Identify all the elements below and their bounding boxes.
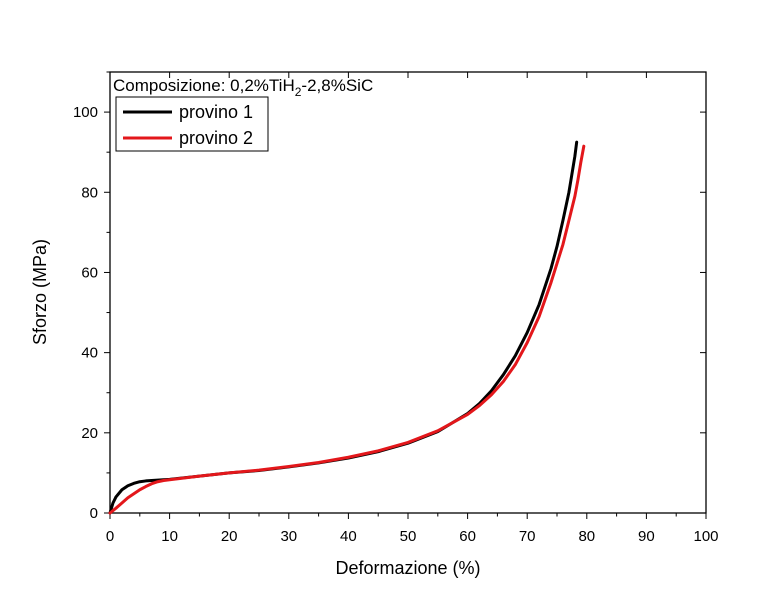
composition-prefix: Composizione: 0,2%TiH	[113, 76, 295, 95]
y-tick-label: 0	[90, 505, 98, 522]
composition-annotation: Composizione: 0,2%TiH2-2,8%SiC	[113, 76, 373, 99]
x-tick-label: 0	[106, 528, 114, 545]
composition-suffix: -2,8%SiC	[301, 76, 373, 95]
x-tick-label: 30	[280, 528, 297, 545]
y-tick-label: 20	[81, 425, 98, 442]
legend-label-provino-1: provino 1	[179, 102, 253, 122]
legend-label-provino-2: provino 2	[179, 128, 253, 148]
y-tick-label: 80	[81, 184, 98, 201]
x-tick-label: 50	[400, 528, 417, 545]
composition-subscript: 2	[295, 85, 302, 99]
x-tick-label: 20	[221, 528, 238, 545]
x-tick-label: 60	[459, 528, 476, 545]
series-line-2	[108, 144, 586, 515]
y-tick-label: 40	[81, 345, 98, 362]
x-tick-label: 70	[519, 528, 536, 545]
x-tick-label: 80	[578, 528, 595, 545]
x-tick-label: 10	[161, 528, 178, 545]
y-tick-label: 60	[81, 264, 98, 281]
x-tick-label: 40	[340, 528, 357, 545]
series-lines	[108, 140, 586, 515]
legend-box	[115, 96, 269, 152]
axis-ticks	[104, 71, 707, 519]
tick-labels: 0 10 20 30 40 50 60 70 80 90 100 0 20 40 60 80 100	[73, 104, 719, 545]
y-tick-label: 100	[73, 104, 98, 121]
legend: provino 1 provino 2	[115, 96, 269, 152]
y-axis-title: Sforzo (MPa)	[30, 239, 50, 345]
x-tick-label: 90	[638, 528, 655, 545]
x-tick-label: 100	[693, 528, 718, 545]
x-axis-title: Deformazione (%)	[335, 558, 480, 578]
